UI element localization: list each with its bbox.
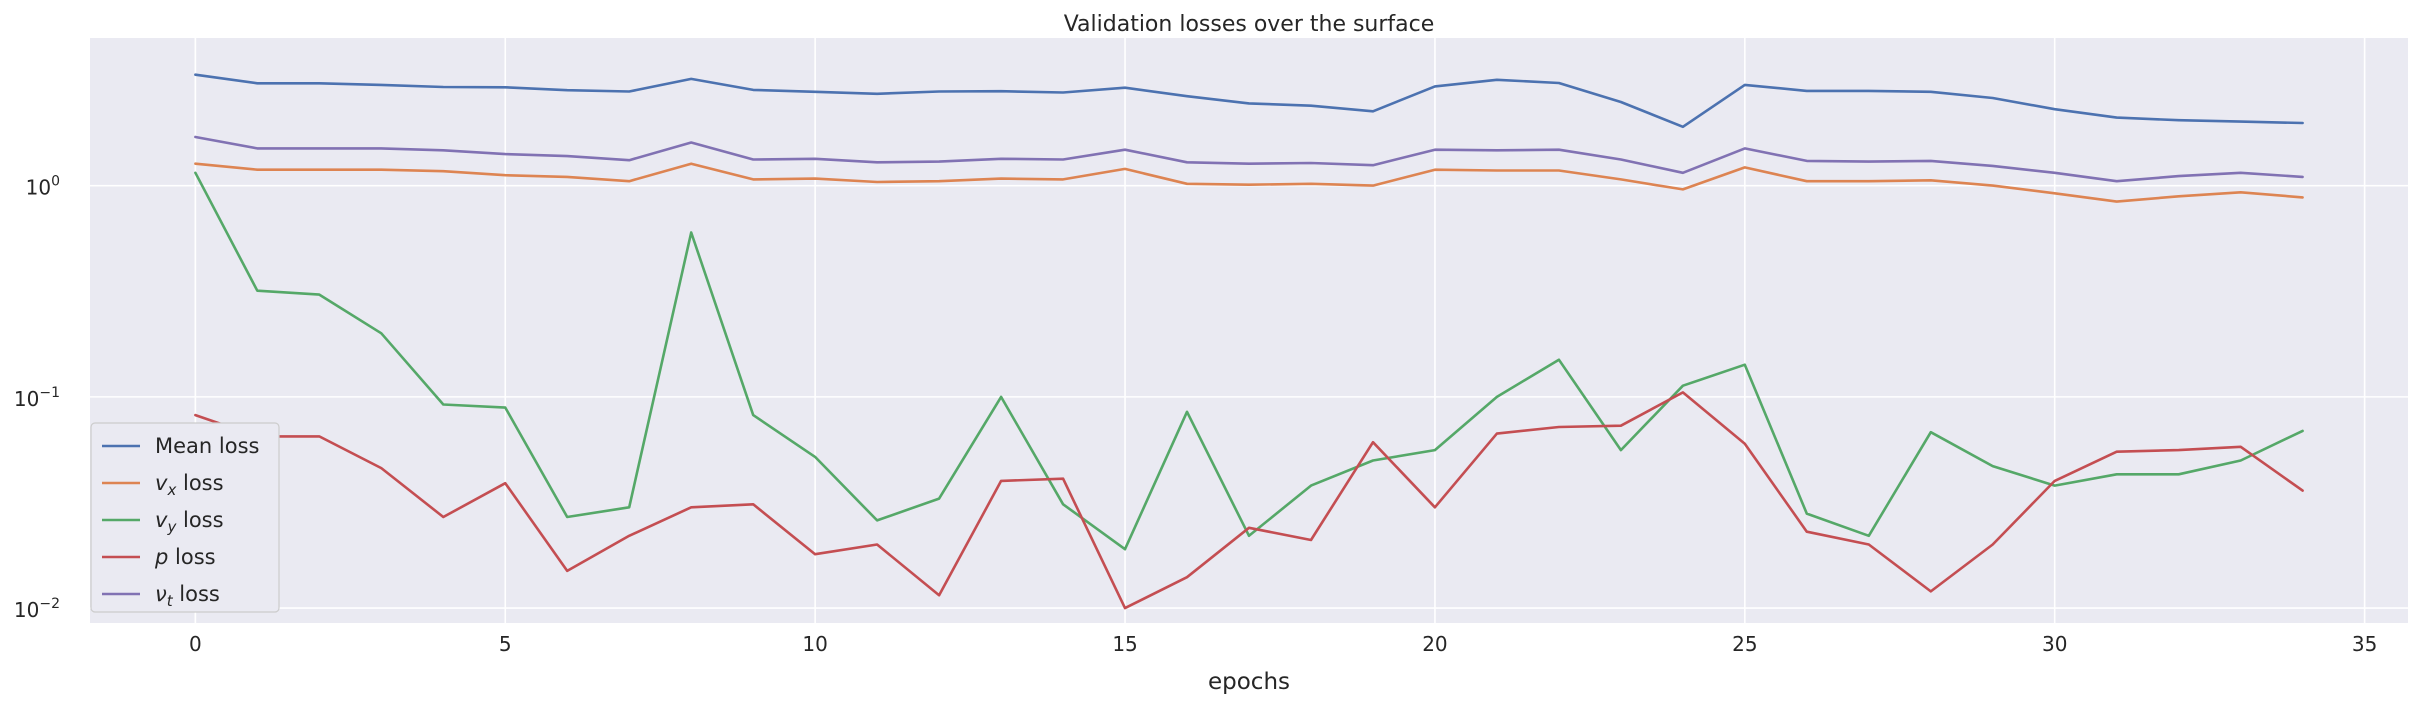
- series-lines: [194, 73, 2304, 610]
- legend-label-subscript: x: [166, 481, 176, 499]
- legend-label-main: p: [154, 545, 168, 569]
- legend-label-main: v: [155, 508, 168, 532]
- legend-label-suffix: loss: [173, 582, 220, 606]
- x-axis-label: epochs: [1208, 669, 1290, 695]
- y-tick-base: 10: [26, 176, 51, 200]
- legend-label-main: Mean loss: [155, 434, 259, 458]
- y-tick-exponent: −1: [39, 385, 60, 401]
- legend-label: p loss: [154, 545, 216, 569]
- x-tick-label: 10: [802, 632, 827, 656]
- legend-box: [90, 422, 280, 613]
- legend-label: Mean loss: [155, 434, 259, 458]
- y-tick-label: 10−1: [14, 385, 60, 411]
- chart-title: Validation losses over the surface: [1064, 12, 1435, 37]
- series-line-2: [194, 171, 2304, 551]
- y-tick-base: 10: [14, 387, 39, 411]
- legend-label-subscript: y: [166, 518, 177, 536]
- y-tick-label: 10−2: [14, 596, 60, 622]
- series-line-3: [194, 391, 2304, 610]
- legend-label: νt loss: [155, 582, 220, 610]
- legend-label-suffix: loss: [176, 471, 223, 495]
- x-tick-label: 35: [2352, 632, 2377, 656]
- legend-label-main: ν: [155, 582, 167, 606]
- x-axis-ticks: 0 5 10 15 20 25 30 35: [189, 632, 2377, 656]
- y-tick-exponent: 0: [51, 174, 60, 190]
- x-tick-label: 5: [499, 632, 512, 656]
- legend-label: vy loss: [155, 508, 224, 536]
- legend-label-suffix: loss: [168, 545, 215, 569]
- y-tick-base: 10: [14, 598, 39, 622]
- legend-label-subscript: t: [167, 592, 174, 610]
- legend-label-main: v: [155, 471, 168, 495]
- x-tick-label: 20: [1422, 632, 1447, 656]
- series-line-4: [194, 135, 2304, 183]
- plot-area: [90, 38, 2408, 623]
- legend-label: vx loss: [155, 471, 224, 499]
- x-tick-label: 30: [2042, 632, 2067, 656]
- legend-label-suffix: loss: [176, 508, 223, 532]
- series-line-0: [194, 73, 2304, 129]
- y-tick-exponent: −2: [39, 596, 60, 612]
- x-tick-label: 15: [1112, 632, 1137, 656]
- x-tick-label: 25: [1732, 632, 1757, 656]
- series-line-1: [194, 162, 2304, 203]
- x-tick-label: 0: [189, 632, 202, 656]
- y-tick-label: 100: [26, 174, 60, 200]
